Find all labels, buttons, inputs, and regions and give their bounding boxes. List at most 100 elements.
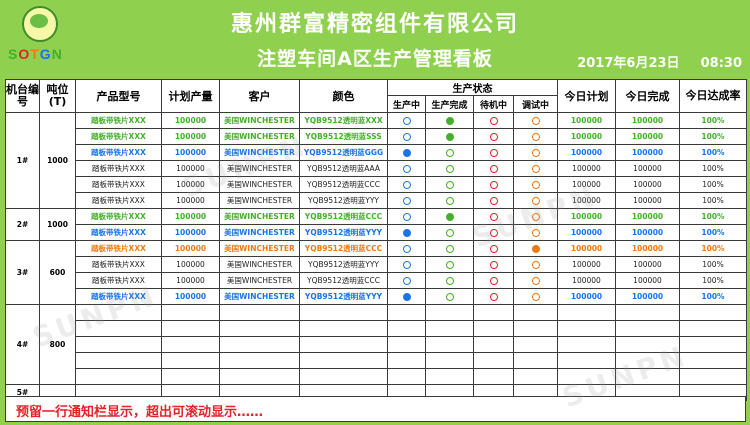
today-plan: 100000 — [557, 208, 616, 225]
today-plan — [557, 320, 616, 337]
status-running-cell — [387, 128, 426, 145]
status-indicator-icon — [402, 165, 411, 173]
customer: 美国WINCHESTER — [219, 272, 300, 289]
status-done-cell — [425, 144, 474, 161]
status-running-cell — [387, 240, 426, 257]
color-code — [299, 320, 388, 337]
status-waiting-cell — [473, 176, 514, 193]
status-indicator-icon — [445, 261, 454, 269]
status-indicator-icon — [445, 245, 454, 253]
color-code — [299, 368, 388, 385]
today-done — [615, 320, 680, 337]
planned-qty: 100000 — [161, 224, 220, 241]
status-testing-cell — [513, 160, 558, 177]
today-done — [615, 352, 680, 369]
planned-qty: 100000 — [161, 192, 220, 209]
status-indicator-icon — [402, 117, 411, 125]
planned-qty: 100000 — [161, 144, 220, 161]
planned-qty — [161, 320, 220, 337]
status-done-cell — [425, 112, 474, 129]
status-done-cell — [425, 208, 474, 225]
customer: 美国WINCHESTER — [219, 160, 300, 177]
customer — [219, 368, 300, 385]
col-status-done: 生产完成 — [425, 95, 474, 113]
today-plan: 100000 — [557, 256, 616, 273]
today-rate: 100% — [679, 272, 747, 289]
col-today-rate: 今日达成率 — [679, 79, 747, 113]
status-running-cell — [387, 224, 426, 241]
product-model — [75, 336, 162, 353]
status-testing-cell — [513, 176, 558, 193]
today-rate — [679, 352, 747, 369]
today-plan — [557, 368, 616, 385]
color-code: YQB9512透明蓝YYY — [299, 288, 388, 305]
machine-tonnage: 1000 — [39, 208, 76, 241]
product-model: 踏板带铁片XXX — [75, 288, 162, 305]
product-model — [75, 368, 162, 385]
status-done-cell — [425, 256, 474, 273]
machine-id: 1# — [5, 112, 40, 209]
today-plan: 100000 — [557, 176, 616, 193]
status-done-cell — [425, 272, 474, 289]
color-code: YQB9512透明蓝CCC — [299, 176, 388, 193]
planned-qty — [161, 336, 220, 353]
table-row: 踏板带铁片XXX 100000 美国WINCHESTER YQB9512透明蓝CCC 1… — [6, 176, 747, 193]
today-rate — [679, 320, 747, 337]
product-model — [75, 320, 162, 337]
customer: 美国WINCHESTER — [219, 288, 300, 305]
customer: 美国WINCHESTER — [219, 112, 300, 129]
today-done: 100000 — [615, 256, 680, 273]
col-today-done: 今日完成 — [615, 79, 680, 113]
machine-tonnage: 600 — [39, 240, 76, 305]
col-machine: 机台编号 — [5, 79, 40, 113]
col-color: 颜色 — [299, 79, 388, 113]
product-model: 踏板带铁片XXX — [75, 224, 162, 241]
status-running-cell — [387, 320, 426, 337]
today-plan: 100000 — [557, 112, 616, 129]
today-rate: 100% — [679, 128, 747, 145]
status-testing-cell — [513, 240, 558, 257]
status-done-cell — [425, 240, 474, 257]
planned-qty: 100000 — [161, 256, 220, 273]
date-label: 2017年6月23日 — [577, 56, 680, 71]
planned-qty: 100000 — [161, 160, 220, 177]
status-waiting-cell — [473, 352, 514, 369]
company-name: 惠州群富精密组件有限公司 — [230, 12, 519, 37]
status-running-cell — [387, 112, 426, 129]
status-running-cell — [387, 256, 426, 273]
color-code: YQB9512透明蓝CCC — [299, 240, 388, 257]
table-row: 踏板带铁片XXX 100000 美国WINCHESTER YQB9512透明蓝AAA 1… — [6, 160, 747, 177]
status-indicator-icon — [489, 149, 498, 157]
status-done-cell — [425, 288, 474, 305]
production-board-table: 机台编号 吨位(T) 产品型号 计划产量 客户 颜色 生产状态 今日计划 今日完… — [5, 79, 747, 401]
table-row — [6, 352, 747, 369]
status-testing-cell — [513, 304, 558, 321]
status-done-cell — [425, 160, 474, 177]
status-running-cell — [387, 144, 426, 161]
status-indicator-icon — [531, 245, 540, 253]
status-indicator-icon — [489, 197, 498, 205]
today-plan — [557, 336, 616, 353]
today-rate: 100% — [679, 160, 747, 177]
status-indicator-icon — [531, 197, 540, 205]
status-testing-cell — [513, 208, 558, 225]
color-code — [299, 304, 388, 321]
color-code: YQB9512透明蓝GGG — [299, 144, 388, 161]
table-row: 踏板带铁片XXX 100000 美国WINCHESTER YQB9512透明蓝YYY 1… — [6, 192, 747, 209]
customer: 美国WINCHESTER — [219, 128, 300, 145]
today-rate — [679, 336, 747, 353]
today-plan: 100000 — [557, 240, 616, 257]
status-done-cell — [425, 176, 474, 193]
planned-qty — [161, 304, 220, 321]
status-indicator-icon — [531, 261, 540, 269]
status-waiting-cell — [473, 320, 514, 337]
col-status-group: 生产状态 — [387, 79, 558, 96]
status-running-cell — [387, 304, 426, 321]
status-indicator-icon — [489, 277, 498, 285]
col-product: 产品型号 — [75, 79, 162, 113]
status-waiting-cell — [473, 368, 514, 385]
status-indicator-icon — [489, 133, 498, 141]
color-code: YQB9512透明蓝CCC — [299, 208, 388, 225]
machine-id: 3# — [5, 240, 40, 305]
status-indicator-icon — [402, 149, 411, 157]
